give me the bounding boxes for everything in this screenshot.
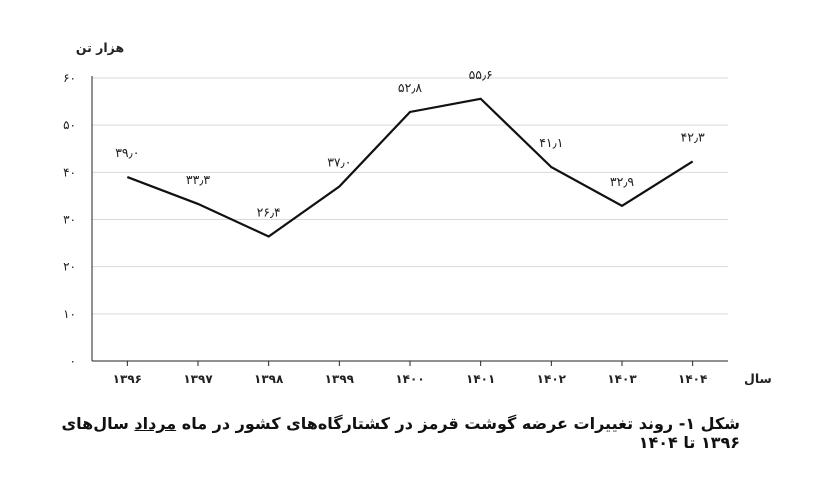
figure-caption: شکل ۱- روند تغییرات عرضه گوشت قرمز در کش… [40,414,740,452]
y-tick-label: ۱۰ [63,307,76,321]
caption-text-start: شکل ۱- روند تغییرات عرضه گوشت قرمز در کش… [176,414,740,433]
y-tick-label: ۵۰ [63,118,76,132]
data-label: ۴۲٫۳ [681,129,705,144]
data-label: ۳۹٫۰ [115,145,139,160]
y-tick-label: ۰ [70,354,76,368]
x-tick-label: ۱۴۰۴ [678,372,707,386]
data-label: ۲۶٫۴ [257,204,281,219]
data-label: ۵۲٫۸ [398,80,422,95]
x-tick-label: ۱۳۹۸ [254,372,284,386]
data-label: ۴۱٫۱ [539,135,563,150]
caption-month: مرداد [134,414,177,433]
data-label: ۳۳٫۳ [186,172,210,187]
data-label: ۳۲٫۹ [610,174,634,189]
data-label: ۳۷٫۰ [327,154,351,169]
caption-text-end: سال‌های ۱۳۹۶ تا ۱۴۰۴ [61,414,740,452]
series-line [126,97,694,238]
x-axis-label: سال [744,371,772,386]
y-axis-label: هزار تن [76,40,124,55]
y-tick-label: ۳۰ [63,213,76,227]
x-tick-label: ۱۳۹۶ [113,372,142,386]
y-tick-label: ۲۰ [63,260,76,274]
x-tick-label: ۱۴۰۳ [607,372,637,386]
x-tick-label: ۱۴۰۱ [466,372,495,386]
y-tick-label: ۴۰ [63,165,76,179]
y-tick-label: ۶۰ [63,71,76,85]
data-label: ۵۵٫۶ [469,67,493,82]
x-tick-label: ۱۳۹۷ [183,372,213,386]
x-tick-label: ۱۳۹۹ [325,372,355,386]
x-tick-label: ۱۴۰۲ [537,372,567,386]
x-tick-label: ۱۴۰۰ [395,372,424,386]
